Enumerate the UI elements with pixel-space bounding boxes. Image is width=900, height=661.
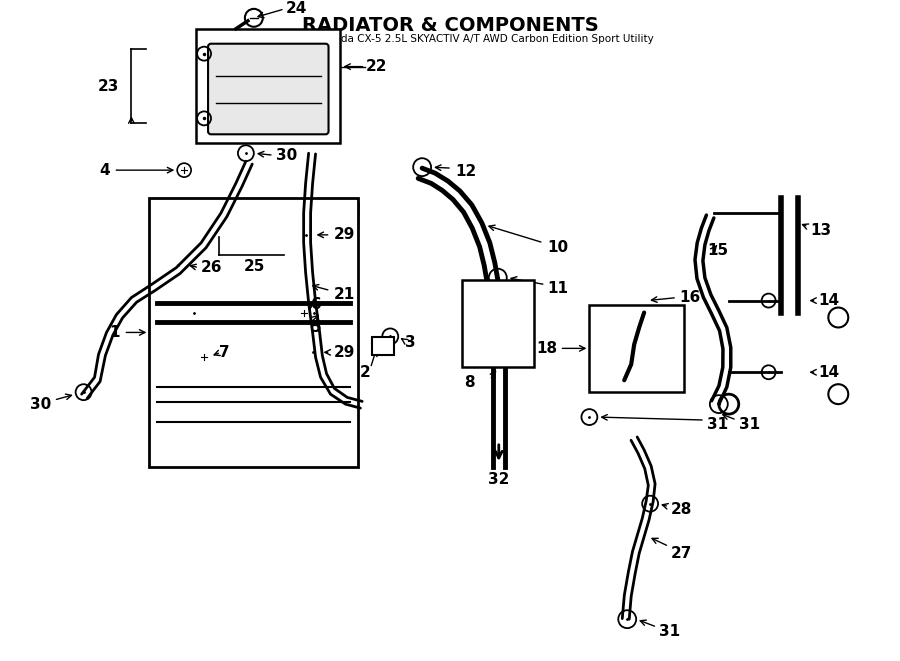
Text: RADIATOR & COMPONENTS: RADIATOR & COMPONENTS [302,16,598,35]
Text: 29: 29 [334,227,355,243]
Text: 6: 6 [310,297,321,312]
Text: 13: 13 [810,223,832,239]
Text: 14: 14 [818,293,840,308]
Bar [462,280,534,368]
Text: 30: 30 [31,397,51,412]
FancyBboxPatch shape [208,44,328,134]
Text: 5: 5 [310,320,321,335]
Text: 24: 24 [285,1,307,17]
Text: 30: 30 [659,315,680,330]
Bar [149,198,358,467]
Bar [590,305,684,392]
Text: 16: 16 [679,290,700,305]
Text: 30: 30 [275,147,297,163]
Text: 9: 9 [519,325,530,340]
Text: 31: 31 [659,623,680,639]
Text: 31: 31 [739,416,760,432]
Text: 29: 29 [334,345,355,360]
Text: 2: 2 [360,365,370,380]
Text: 27: 27 [671,546,692,561]
Text: 21: 21 [334,287,355,302]
Text: 18: 18 [536,341,557,356]
Text: 31: 31 [706,416,728,432]
Text: 12: 12 [455,164,476,178]
Text: 17: 17 [647,347,669,362]
Text: 22: 22 [365,59,387,74]
Text: 4: 4 [99,163,110,178]
Text: 20: 20 [634,333,655,348]
Text: 23: 23 [98,79,120,94]
Text: 32: 32 [488,473,509,487]
Text: 15: 15 [706,243,728,258]
Text: 11: 11 [547,281,569,296]
Text: 28: 28 [671,502,692,517]
Text: 10: 10 [547,241,569,255]
Text: 26: 26 [201,260,222,275]
Text: 25: 25 [244,259,266,274]
Text: for your 2021 Mazda CX-5 2.5L SKYACTIV A/T AWD Carbon Edition Sport Utility: for your 2021 Mazda CX-5 2.5L SKYACTIV A… [246,34,654,44]
Bar [373,337,394,356]
Text: 3: 3 [405,335,416,350]
Text: 8: 8 [464,375,475,390]
Text: 1: 1 [109,325,120,340]
Bar [196,29,340,143]
Text: 7: 7 [219,345,230,360]
Text: 19: 19 [634,363,655,378]
Text: 14: 14 [818,365,840,380]
